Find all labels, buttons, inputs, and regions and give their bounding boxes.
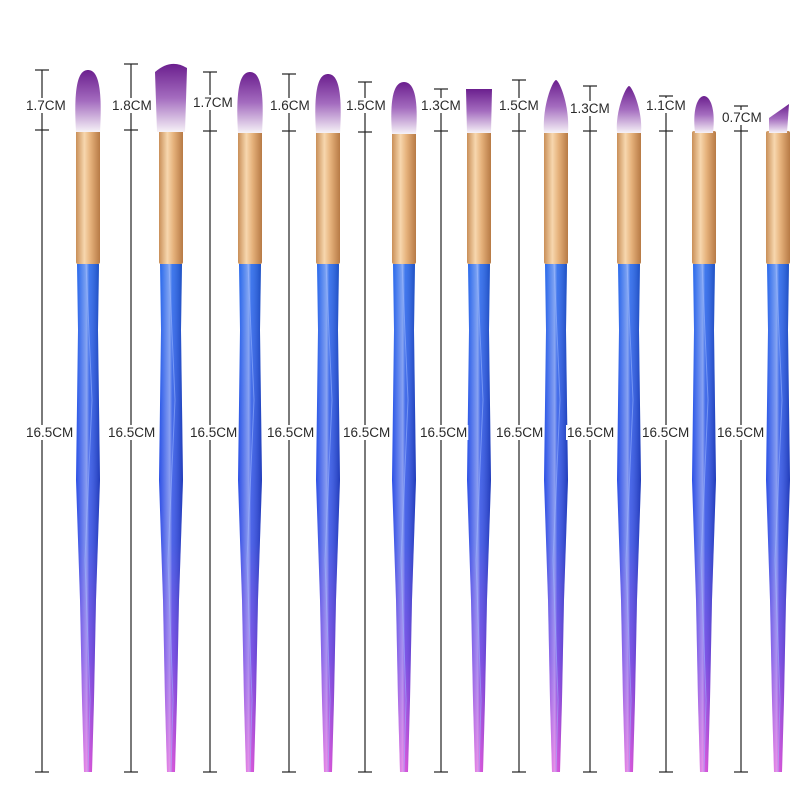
brush-ferrule: [392, 132, 416, 264]
handle-shine: [766, 264, 790, 772]
handle-length-label: 16.5CM: [108, 425, 155, 440]
handle-length-label: 16.5CM: [26, 425, 73, 440]
brush-10: [766, 104, 790, 772]
brush-bristles: [155, 64, 187, 132]
brush-bristles: [769, 104, 789, 133]
brush-4: [315, 74, 340, 772]
head-length-label: 1.3CM: [570, 101, 610, 116]
head-length-label: 1.5CM: [499, 98, 539, 113]
measurement-2: 1.8CM 16.5CM: [107, 64, 156, 772]
brush-ferrule: [692, 131, 716, 264]
handle-shine: [467, 264, 491, 772]
handle-shine: [617, 264, 641, 772]
handle-shine: [76, 264, 100, 772]
head-length-label: 1.7CM: [193, 95, 233, 110]
measurement-7: 1.5CM 16.5CM: [495, 80, 544, 772]
measurement-1: 1.7CM 16.5CM: [25, 70, 74, 772]
handle-length-label: 16.5CM: [267, 425, 314, 440]
brush-ferrule: [544, 131, 568, 264]
brush-ferrule: [76, 130, 100, 264]
brush-bristles: [544, 80, 568, 133]
measurement-9: 1.1CM 16.5CM: [641, 96, 690, 772]
measurement-10: 0.7CM 16.5CM: [716, 106, 765, 772]
head-length-label: 1.7CM: [26, 98, 66, 113]
measurement-4: 1.6CM 16.5CM: [266, 74, 315, 772]
handle-length-label: 16.5CM: [420, 425, 467, 440]
brush-7: [544, 80, 568, 772]
brush-ferrule: [316, 131, 340, 264]
handle-shine: [159, 264, 183, 772]
brush-5: [391, 82, 416, 772]
measurement-3: 1.7CM 16.5CM: [189, 72, 238, 772]
brush-ferrule: [467, 131, 491, 264]
brush-8: [617, 86, 641, 772]
head-length-label: 1.3CM: [421, 98, 461, 113]
brush-bristles: [694, 96, 713, 133]
handle-shine: [392, 264, 416, 772]
brush-set-photo: 1.7CM 16.5CM 1.8CM 16.5CM 1.7CM 16.5CM 1.6CM 16…: [0, 0, 800, 800]
handle-length-label: 16.5CM: [567, 425, 614, 440]
measurement-8: 1.3CM 16.5CM: [566, 86, 615, 772]
brush-bristles: [75, 70, 100, 132]
brush-1: [75, 70, 100, 772]
brush-ferrule: [159, 130, 183, 264]
handle-shine: [544, 264, 568, 772]
handle-shine: [316, 264, 340, 772]
measurement-5: 1.5CM 16.5CM: [342, 82, 391, 772]
handle-length-label: 16.5CM: [496, 425, 543, 440]
handle-shine: [238, 264, 262, 772]
brush-bristles: [391, 82, 416, 134]
head-length-label: 1.1CM: [646, 98, 686, 113]
handle-length-label: 16.5CM: [717, 425, 764, 440]
handle-length-label: 16.5CM: [190, 425, 237, 440]
handle-shine: [692, 264, 716, 772]
head-length-label: 1.8CM: [112, 98, 152, 113]
brush-ferrule: [766, 131, 790, 264]
handle-length-label: 16.5CM: [642, 425, 689, 440]
handle-length-label: 16.5CM: [343, 425, 390, 440]
brush-bristles: [237, 72, 262, 133]
head-length-label: 1.6CM: [270, 98, 310, 113]
brush-bristles: [315, 74, 340, 133]
measurement-6: 1.3CM 16.5CM: [419, 89, 468, 772]
brush-2: [155, 64, 187, 772]
brush-3: [237, 72, 262, 772]
brush-bristles: [617, 86, 641, 133]
brush-6: [466, 89, 492, 772]
brush-9: [692, 96, 716, 772]
brush-bristles: [466, 89, 492, 133]
brush-ferrule: [238, 131, 262, 264]
head-length-label: 0.7CM: [722, 110, 762, 125]
head-length-label: 1.5CM: [346, 98, 386, 113]
brush-ferrule: [617, 131, 641, 264]
